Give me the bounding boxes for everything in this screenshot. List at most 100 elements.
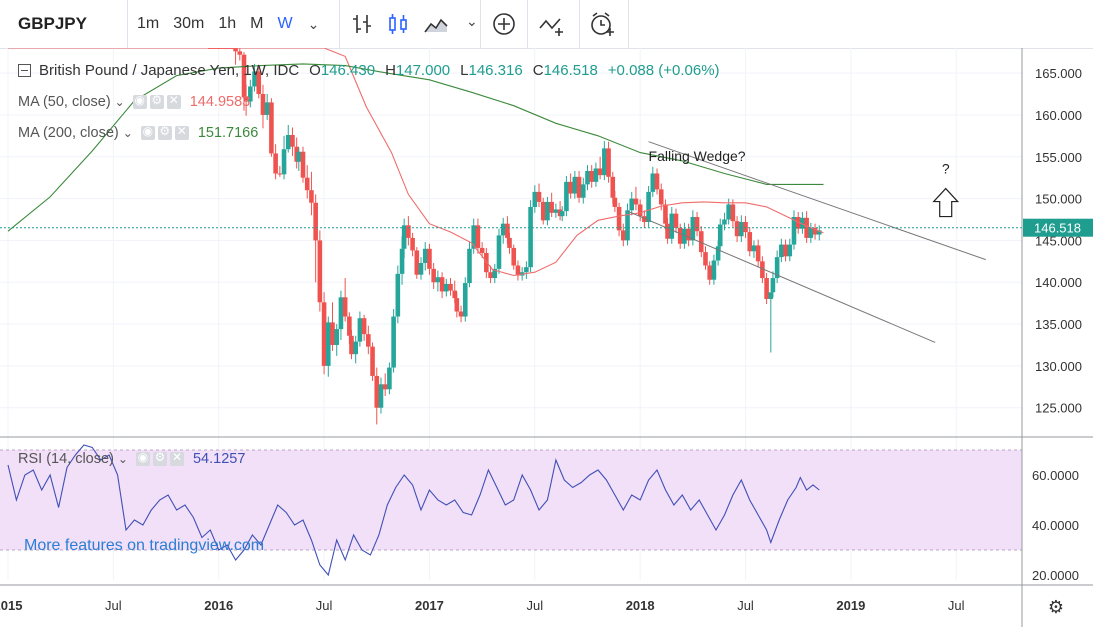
- candle: [739, 215, 744, 243]
- candle: [694, 211, 700, 237]
- candle-body: [677, 227, 683, 244]
- candle: [743, 216, 748, 238]
- candle: [448, 278, 453, 296]
- rsi-settings-icon[interactable]: ⚙: [152, 450, 167, 466]
- candle: [606, 141, 611, 183]
- open-value: 146.430: [320, 62, 376, 79]
- candle: [787, 238, 793, 262]
- candle-body: [770, 278, 776, 293]
- ma200-legend: MA (200, close) ⌄ ◉ ⚙ ✕ 151.7166: [18, 124, 258, 141]
- time-tick-label: 2017: [415, 598, 444, 613]
- candle-body: [496, 235, 502, 269]
- candle-body: [726, 204, 731, 220]
- interval-1m-button[interactable]: 1m: [137, 15, 160, 32]
- candle-body: [540, 201, 546, 221]
- ma200-name: MA (200, close): [18, 125, 119, 141]
- candle-body: [406, 225, 411, 238]
- interval-30m-button[interactable]: 30m: [173, 15, 205, 32]
- candle-body: [703, 252, 708, 266]
- candle: [321, 292, 327, 375]
- ma200-menu-chevron-icon[interactable]: ⌄: [122, 126, 133, 140]
- alert-icon[interactable]: [588, 10, 616, 38]
- ma50-settings-icon[interactable]: ⚙: [149, 93, 164, 109]
- candle-body: [559, 211, 565, 217]
- candle-body: [410, 237, 415, 251]
- interval-week-button[interactable]: W: [277, 15, 293, 32]
- ma50-menu-chevron-icon[interactable]: ⌄: [114, 95, 125, 109]
- candle: [422, 242, 428, 271]
- candle-body: [325, 322, 331, 366]
- candle: [507, 232, 512, 254]
- candle-body: [646, 191, 651, 223]
- candle-body: [549, 201, 554, 213]
- candle: [475, 218, 481, 254]
- candle-body: [290, 135, 295, 147]
- time-tick-label: Jul: [948, 598, 965, 613]
- candle: [559, 206, 565, 222]
- candle: [431, 262, 436, 289]
- candle: [471, 218, 476, 254]
- rsi-tick-label: 20.0000: [1032, 568, 1079, 583]
- candle: [629, 191, 635, 216]
- time-tick-label: Jul: [737, 598, 754, 613]
- candle: [760, 256, 765, 284]
- price-tick-label: 130.000: [1035, 359, 1082, 374]
- tradingview-watermark-link[interactable]: More features on tradingview.com: [24, 537, 265, 554]
- low-value: 146.316: [468, 62, 523, 79]
- rsi-visibility-icon[interactable]: ◉: [135, 450, 150, 466]
- candle: [401, 218, 407, 258]
- last-price-label-bg: [1023, 218, 1093, 237]
- ma50-legend: MA (50, close) ⌄ ◉ ⚙ ✕ 144.9583: [18, 93, 250, 110]
- candle-body: [273, 153, 278, 174]
- rsi-menu-chevron-icon[interactable]: ⌄: [117, 452, 128, 466]
- candle-body: [334, 329, 340, 345]
- area-style-icon[interactable]: [422, 10, 450, 38]
- falling-wedge-lines: [627, 141, 986, 343]
- high-value: 147.000: [395, 62, 451, 79]
- candle: [612, 191, 618, 212]
- price-chart[interactable]: 165.000 160.000 155.000 150.000 145.000 140.0…: [0, 48, 1093, 627]
- candle: [654, 168, 660, 195]
- rsi-tick-label: 40.0000: [1032, 518, 1079, 533]
- candle-style-icon[interactable]: [384, 10, 412, 38]
- candle-body: [532, 191, 538, 207]
- ma200-settings-icon[interactable]: ⚙: [157, 124, 172, 140]
- candle: [717, 218, 723, 252]
- candle: [418, 257, 424, 280]
- rsi-tick-label: 60.0000: [1032, 468, 1079, 483]
- chart-settings-icon[interactable]: ⚙: [1048, 597, 1064, 617]
- ma50-remove-icon[interactable]: ✕: [166, 93, 181, 109]
- open-label: O: [309, 62, 321, 79]
- symbol-search-button[interactable]: GBPJPY: [0, 0, 128, 48]
- ma200-remove-icon[interactable]: ✕: [174, 124, 189, 140]
- candle-body: [751, 245, 757, 252]
- interval-1h-button[interactable]: 1h: [218, 15, 237, 32]
- candle-body: [616, 206, 622, 231]
- ma50-visibility-icon[interactable]: ◉: [132, 93, 147, 109]
- ma200-visibility-icon[interactable]: ◉: [140, 124, 155, 140]
- interval-dropdown-chevron-icon[interactable]: ⌄: [307, 15, 320, 32]
- add-indicator-icon[interactable]: [490, 10, 518, 38]
- bar-style-icon[interactable]: [348, 10, 376, 38]
- rsi-remove-icon[interactable]: ✕: [169, 450, 184, 466]
- candle-body: [528, 206, 533, 268]
- candle-body: [658, 189, 664, 205]
- last-price-label: 146.518: [1034, 221, 1081, 236]
- time-tick-label: Jul: [526, 598, 543, 613]
- candle-body: [524, 267, 529, 273]
- candle-body: [338, 297, 344, 330]
- candle: [252, 63, 257, 92]
- candle-body: [366, 334, 371, 347]
- compare-icon[interactable]: [538, 10, 566, 38]
- candle: [391, 309, 396, 373]
- candle: [378, 377, 384, 414]
- candle: [285, 124, 291, 153]
- candle-body: [401, 225, 407, 249]
- chart-style-dropdown-chevron-icon[interactable]: ⌄: [466, 13, 478, 29]
- interval-month-button[interactable]: M: [250, 15, 264, 32]
- candle-body: [458, 311, 464, 317]
- collapse-legend-icon[interactable]: [18, 64, 31, 77]
- candle-body: [589, 170, 594, 182]
- question-mark-label: ?: [942, 160, 950, 176]
- candle-body: [237, 51, 243, 55]
